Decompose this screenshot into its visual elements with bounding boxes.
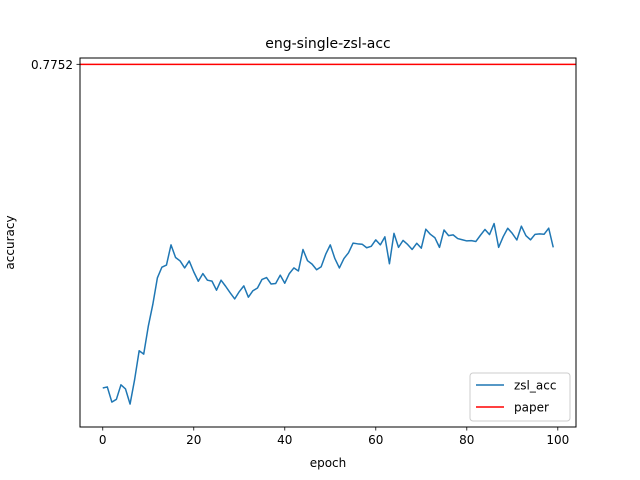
x-tick-label: 40 bbox=[277, 433, 292, 447]
series-line-zsl-acc bbox=[102, 222, 554, 405]
axes-background bbox=[80, 58, 576, 427]
x-tick-label: 100 bbox=[546, 433, 569, 447]
legend-label-paper: paper bbox=[514, 401, 549, 415]
x-tick-label: 80 bbox=[459, 433, 474, 447]
x-tick-label: 0 bbox=[99, 433, 107, 447]
data-layer bbox=[80, 63, 576, 405]
y-axis-label: accuracy bbox=[3, 215, 17, 269]
x-axis-ticks: 0 20 40 60 80 100 bbox=[99, 427, 569, 447]
axes-frame bbox=[79, 57, 577, 428]
y-axis-ticks: 0.7752 bbox=[31, 58, 80, 72]
chart-title: eng-single-zsl-acc bbox=[265, 36, 390, 52]
x-tick-label: 20 bbox=[186, 433, 201, 447]
legend: zsl_acc paper bbox=[469, 372, 571, 422]
legend-label-zsl-acc: zsl_acc bbox=[514, 379, 556, 393]
x-tick-label: 60 bbox=[368, 433, 383, 447]
plot-area bbox=[79, 57, 577, 428]
y-tick-label: 0.7752 bbox=[31, 58, 73, 72]
x-axis-label: epoch bbox=[310, 456, 347, 470]
